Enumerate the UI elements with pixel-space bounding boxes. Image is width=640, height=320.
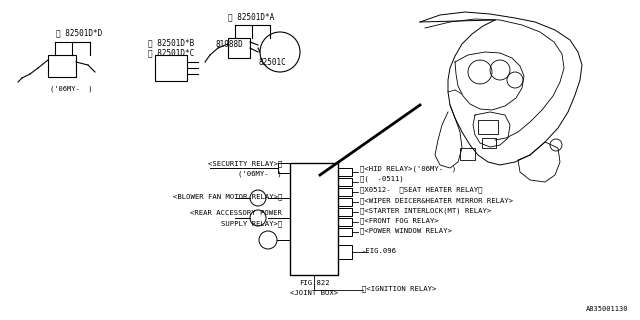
Text: ④<IGNITION RELAY>: ④<IGNITION RELAY> bbox=[362, 285, 436, 292]
Text: A835001130: A835001130 bbox=[586, 306, 628, 312]
Text: ④<STARTER INTERLOCK(MT) RELAY>: ④<STARTER INTERLOCK(MT) RELAY> bbox=[360, 207, 492, 214]
Bar bbox=[228, 38, 250, 58]
Bar bbox=[338, 208, 352, 216]
Text: ① 82501D*A: ① 82501D*A bbox=[228, 12, 275, 21]
Bar bbox=[482, 138, 496, 148]
Bar bbox=[460, 148, 475, 160]
Text: ③ 82501D*B: ③ 82501D*B bbox=[148, 38, 195, 47]
Bar bbox=[478, 120, 498, 134]
Text: <SECURITY RELAY>⑤: <SECURITY RELAY>⑤ bbox=[207, 160, 282, 167]
Bar bbox=[338, 198, 352, 206]
Text: ⑤ 82501D*D: ⑤ 82501D*D bbox=[56, 28, 102, 37]
Text: ④ 82501D*C: ④ 82501D*C bbox=[148, 48, 195, 57]
Text: ④X0512-  〈SEAT HEATER RELAY〉: ④X0512- 〈SEAT HEATER RELAY〉 bbox=[360, 186, 483, 193]
Bar bbox=[278, 163, 290, 173]
Text: SUPPLY RELAY>①: SUPPLY RELAY>① bbox=[221, 220, 282, 227]
Text: ③<HID RELAY>('06MY-  ): ③<HID RELAY>('06MY- ) bbox=[360, 165, 456, 172]
Text: 81988D: 81988D bbox=[215, 40, 243, 49]
Bar bbox=[290, 163, 338, 275]
Text: 82501C: 82501C bbox=[258, 58, 285, 67]
Bar bbox=[338, 228, 352, 236]
Text: ③(  -0511): ③( -0511) bbox=[360, 175, 404, 182]
Text: <BLOWER FAN MOTOR RELAY>①: <BLOWER FAN MOTOR RELAY>① bbox=[173, 193, 282, 200]
Bar bbox=[338, 218, 352, 226]
Bar bbox=[155, 55, 187, 81]
Text: ④<FRONT FOG RELAY>: ④<FRONT FOG RELAY> bbox=[360, 217, 439, 224]
Text: ④<POWER WINDOW RELAY>: ④<POWER WINDOW RELAY> bbox=[360, 227, 452, 234]
Text: -FIG.096: -FIG.096 bbox=[362, 248, 397, 254]
Text: ('06MY-  ): ('06MY- ) bbox=[50, 85, 93, 92]
Bar bbox=[48, 55, 76, 77]
Text: ④<WIPER DEICER&HEATER MIRROR RELAY>: ④<WIPER DEICER&HEATER MIRROR RELAY> bbox=[360, 197, 513, 204]
Bar bbox=[338, 168, 352, 176]
Bar bbox=[338, 245, 352, 259]
Bar bbox=[338, 188, 352, 196]
Text: <JOINT BOX>: <JOINT BOX> bbox=[290, 290, 338, 296]
Text: ('06MY-  ): ('06MY- ) bbox=[238, 170, 282, 177]
Text: FIG.822: FIG.822 bbox=[299, 280, 330, 286]
Text: <REAR ACCESSORY POWER: <REAR ACCESSORY POWER bbox=[190, 210, 282, 216]
Bar bbox=[338, 178, 352, 186]
